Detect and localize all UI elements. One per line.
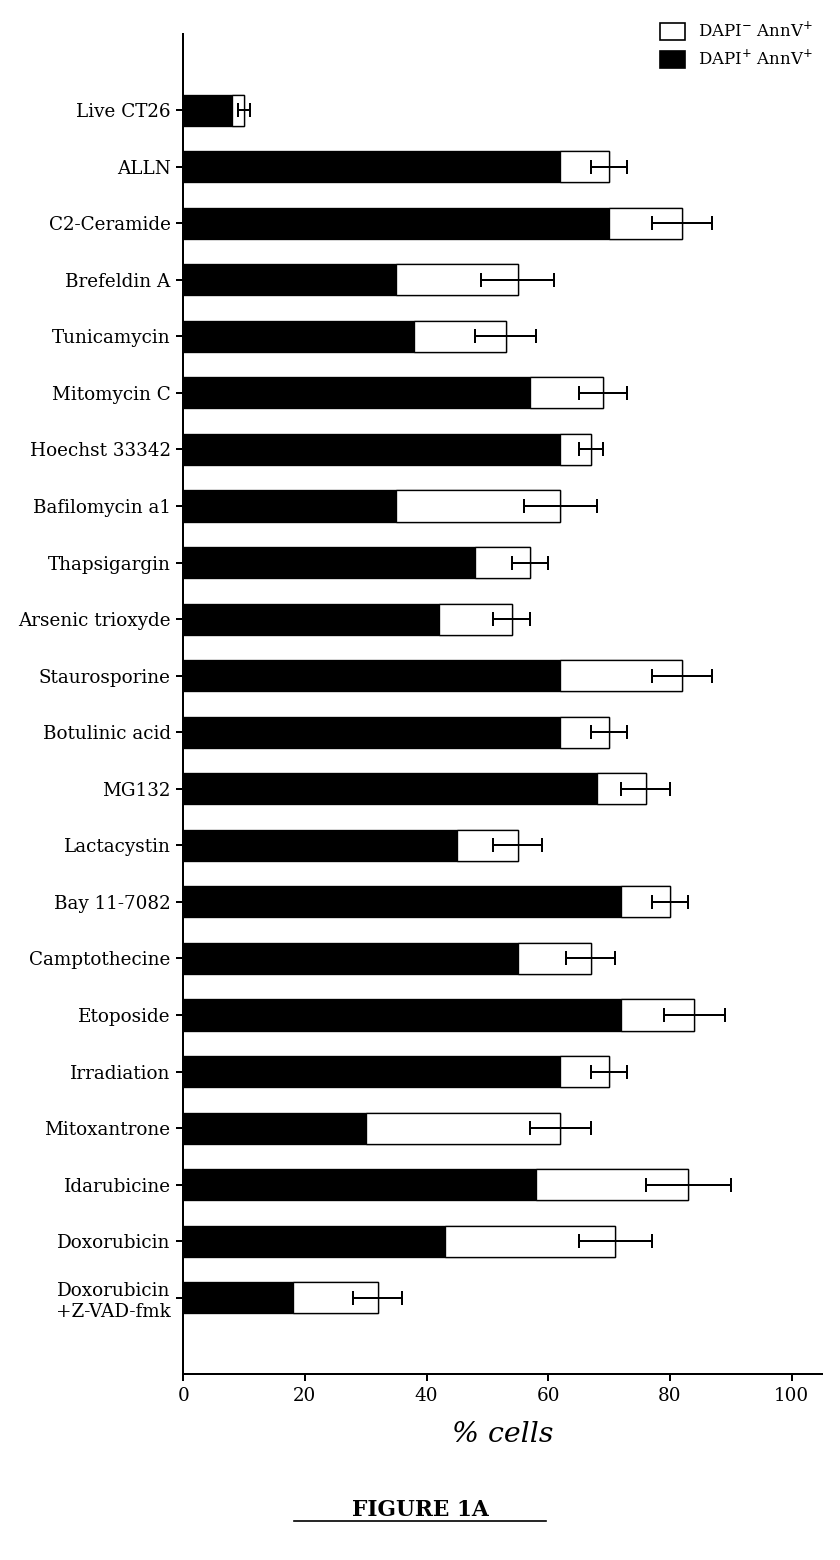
X-axis label: % cells: % cells — [452, 1421, 554, 1448]
Bar — [183, 774, 646, 805]
Bar — [396, 264, 517, 295]
Bar — [597, 774, 646, 805]
Legend: DAPI$^{-}$ AnnV$^{+}$, DAPI$^{+}$ AnnV$^{+}$: DAPI$^{-}$ AnnV$^{+}$, DAPI$^{+}$ AnnV$^… — [654, 16, 820, 75]
Bar — [183, 434, 591, 465]
Bar — [183, 264, 517, 295]
Bar — [414, 321, 506, 353]
Bar — [183, 1168, 688, 1200]
Bar — [183, 151, 609, 183]
Bar — [622, 1000, 694, 1031]
Bar — [232, 95, 244, 126]
Bar — [183, 207, 682, 239]
Bar — [560, 434, 591, 465]
Bar — [183, 604, 512, 635]
Bar — [183, 1226, 615, 1257]
Bar — [183, 830, 517, 861]
Bar — [183, 716, 609, 747]
Text: FIGURE 1A: FIGURE 1A — [352, 1499, 488, 1521]
Bar — [444, 1226, 615, 1257]
Bar — [457, 830, 517, 861]
Bar — [365, 1112, 560, 1143]
Bar — [183, 1282, 378, 1314]
Bar — [560, 716, 609, 747]
Bar — [183, 886, 669, 917]
Bar — [530, 378, 603, 409]
Bar — [560, 151, 609, 183]
Bar — [609, 207, 682, 239]
Bar — [396, 490, 560, 521]
Bar — [183, 660, 682, 691]
Bar — [560, 660, 682, 691]
Bar — [292, 1282, 378, 1314]
Bar — [560, 1056, 609, 1087]
Bar — [183, 378, 603, 409]
Bar — [183, 1000, 694, 1031]
Bar — [183, 942, 591, 973]
Bar — [536, 1168, 688, 1200]
Bar — [475, 548, 530, 579]
Bar — [517, 942, 591, 973]
Bar — [183, 95, 244, 126]
Bar — [438, 604, 512, 635]
Bar — [183, 548, 530, 579]
Bar — [183, 1056, 609, 1087]
Bar — [183, 321, 506, 353]
Bar — [183, 490, 560, 521]
Bar — [183, 1112, 560, 1143]
Bar — [622, 886, 669, 917]
